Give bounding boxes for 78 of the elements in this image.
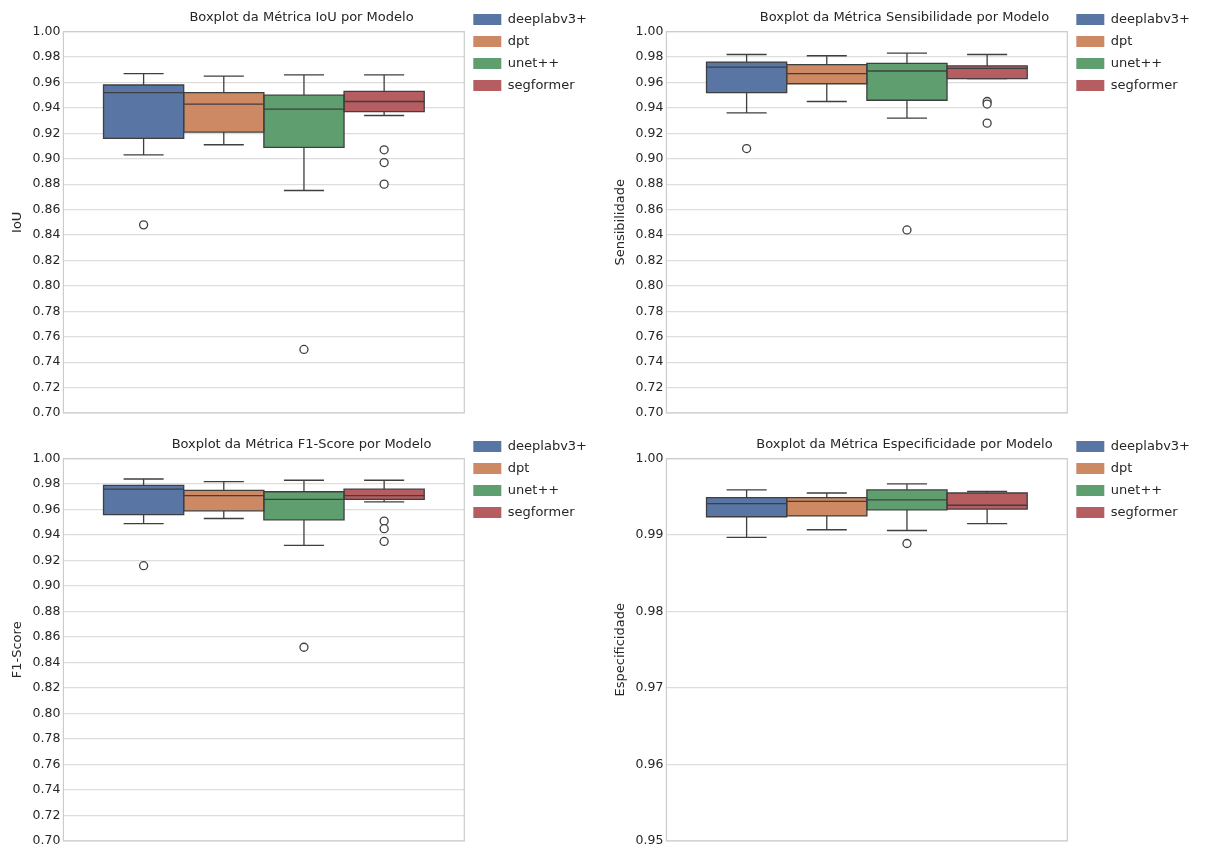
legend-label: segformer <box>1110 503 1179 519</box>
legend-label: unet++ <box>1110 54 1163 70</box>
y-tick-label: 0.98 <box>32 475 61 491</box>
y-tick-label: 0.70 <box>32 404 61 420</box>
y-tick-label: 0.84 <box>635 226 664 242</box>
y-tick-label: 0.76 <box>32 327 61 343</box>
y-axis-title: Especificidade <box>612 603 628 697</box>
y-tick-label: 0.88 <box>635 175 664 191</box>
y-tick-label: 0.95 <box>635 832 664 848</box>
y-tick-label: 0.86 <box>32 200 61 216</box>
legend-label: unet++ <box>507 54 560 70</box>
chart-title: Boxplot da Métrica Especificidade por Modelo <box>756 436 1053 452</box>
chart-title: Boxplot da Métrica Sensibilidade por Modelo <box>759 9 1050 25</box>
y-tick-label: 0.98 <box>635 48 664 64</box>
legend-label: segformer <box>507 503 576 519</box>
y-axis-title: Sensibilidade <box>612 179 628 266</box>
y-tick-label: 0.72 <box>32 378 61 394</box>
y-tick-label: 0.92 <box>32 124 61 140</box>
y-tick-label: 0.80 <box>635 277 664 293</box>
y-tick-label: 0.99 <box>635 526 664 542</box>
y-tick-label: 0.98 <box>32 48 61 64</box>
y-tick-label: 0.94 <box>32 99 61 115</box>
legend-label: dpt <box>1110 459 1133 475</box>
y-tick-label: 1.00 <box>32 22 61 38</box>
legend-label: dpt <box>1110 32 1133 48</box>
legend-label: dpt <box>507 459 530 475</box>
y-tick-label: 1.00 <box>635 22 664 38</box>
y-tick-label: 0.97 <box>635 679 664 695</box>
y-tick-label: 0.84 <box>32 226 61 242</box>
y-tick-label: 0.96 <box>32 73 61 89</box>
y-tick-label: 0.96 <box>635 755 664 771</box>
y-tick-label: 0.94 <box>32 526 61 542</box>
y-tick-label: 0.82 <box>32 679 61 695</box>
y-tick-label: 0.70 <box>32 832 61 848</box>
y-tick-label: 0.80 <box>32 704 61 720</box>
y-tick-label: 0.90 <box>635 149 664 165</box>
y-tick-label: 0.96 <box>635 73 664 89</box>
legend-label: deeplabv3+ <box>1110 437 1190 453</box>
y-tick-label: 0.78 <box>32 730 61 746</box>
y-tick-label: 0.74 <box>32 353 61 369</box>
y-tick-label: 0.76 <box>32 755 61 771</box>
legend-label: deeplabv3+ <box>1110 10 1190 26</box>
y-tick-label: 0.88 <box>32 602 61 618</box>
y-tick-label: 0.88 <box>32 175 61 191</box>
y-tick-label: 0.70 <box>635 404 664 420</box>
y-tick-label: 0.90 <box>32 149 61 165</box>
y-tick-label: 0.98 <box>635 602 664 618</box>
y-tick-label: 0.72 <box>32 806 61 822</box>
y-tick-label: 0.74 <box>32 781 61 797</box>
legend-label: segformer <box>1110 76 1179 92</box>
legend-label: segformer <box>507 76 576 92</box>
chart-title: Boxplot da Métrica IoU por Modelo <box>189 9 414 25</box>
legend-label: deeplabv3+ <box>507 10 587 26</box>
y-tick-label: 0.82 <box>32 251 61 267</box>
y-tick-label: 0.80 <box>32 277 61 293</box>
y-tick-label: 0.78 <box>635 302 664 318</box>
y-tick-label: 0.86 <box>32 628 61 644</box>
y-tick-label: 0.86 <box>635 200 664 216</box>
y-tick-label: 0.94 <box>635 99 664 115</box>
y-tick-label: 0.72 <box>635 378 664 394</box>
y-tick-label: 0.82 <box>635 251 664 267</box>
y-tick-label: 0.76 <box>635 327 664 343</box>
legend-label: dpt <box>507 32 530 48</box>
y-tick-label: 0.92 <box>32 551 61 567</box>
legend-label: unet++ <box>507 481 560 497</box>
legend-label: unet++ <box>1110 481 1163 497</box>
y-tick-label: 0.92 <box>635 124 664 140</box>
chart-title: Boxplot da Métrica F1-Score por Modelo <box>171 436 432 452</box>
y-tick-label: 0.90 <box>32 577 61 593</box>
y-tick-label: 0.74 <box>635 353 664 369</box>
y-tick-label: 1.00 <box>635 449 664 465</box>
y-tick-label: 0.96 <box>32 500 61 516</box>
legend-label: deeplabv3+ <box>507 437 587 453</box>
y-axis-title: IoU <box>9 211 25 233</box>
y-tick-label: 0.84 <box>32 653 61 669</box>
y-axis-title: F1-Score <box>9 621 25 679</box>
y-tick-label: 1.00 <box>32 449 61 465</box>
y-tick-label: 0.78 <box>32 302 61 318</box>
